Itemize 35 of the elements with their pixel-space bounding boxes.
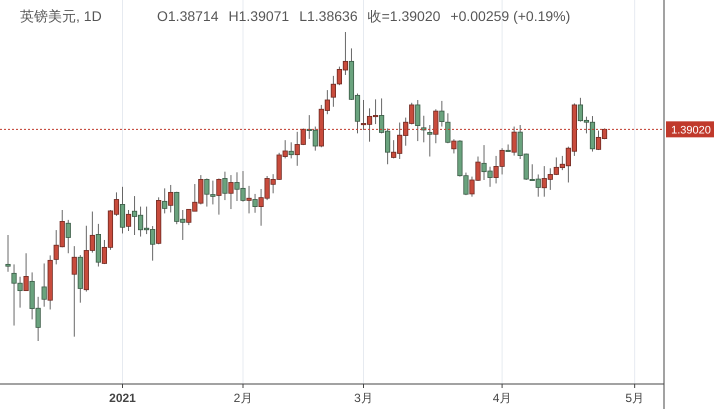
candlestick [415, 99, 420, 142]
candlestick [42, 262, 47, 308]
candlestick [222, 171, 228, 201]
x-tick-label: 2021 [109, 391, 136, 405]
candlestick [252, 193, 258, 214]
annotation: +0.00259 (+0.19%) [450, 8, 570, 24]
x-tick-label: 3月 [354, 391, 373, 405]
candlestick [288, 142, 294, 159]
candlestick [451, 138, 456, 154]
annotation: 收=1.39020 [368, 8, 440, 24]
candlestick [162, 188, 168, 214]
annotation: O1.38714 [157, 8, 218, 24]
candlestick [126, 209, 132, 232]
x-tick-label: 4月 [492, 391, 512, 405]
candlestick [72, 246, 77, 338]
candlestick [120, 186, 126, 234]
candlestick [433, 108, 438, 144]
candlestick [66, 219, 71, 254]
candlestick [168, 184, 174, 213]
candlestick [427, 124, 432, 158]
candlestick [445, 112, 450, 144]
candlestick [439, 100, 444, 128]
candlestick [216, 178, 222, 216]
x-tick-label: 2月 [234, 391, 252, 405]
annotation: H1.39071 [228, 8, 290, 24]
candlestick [23, 252, 29, 292]
annotation: L1.38636 [299, 8, 358, 24]
candlestick [512, 126, 517, 156]
candlestick [5, 234, 11, 272]
candlestick [421, 115, 426, 143]
chart-title: 英镑美元, 1D [20, 8, 102, 24]
x-tick-label: 5月 [625, 391, 644, 405]
candlestick [246, 185, 252, 214]
candlestick [228, 174, 234, 210]
text: 1.39020 [671, 124, 711, 136]
